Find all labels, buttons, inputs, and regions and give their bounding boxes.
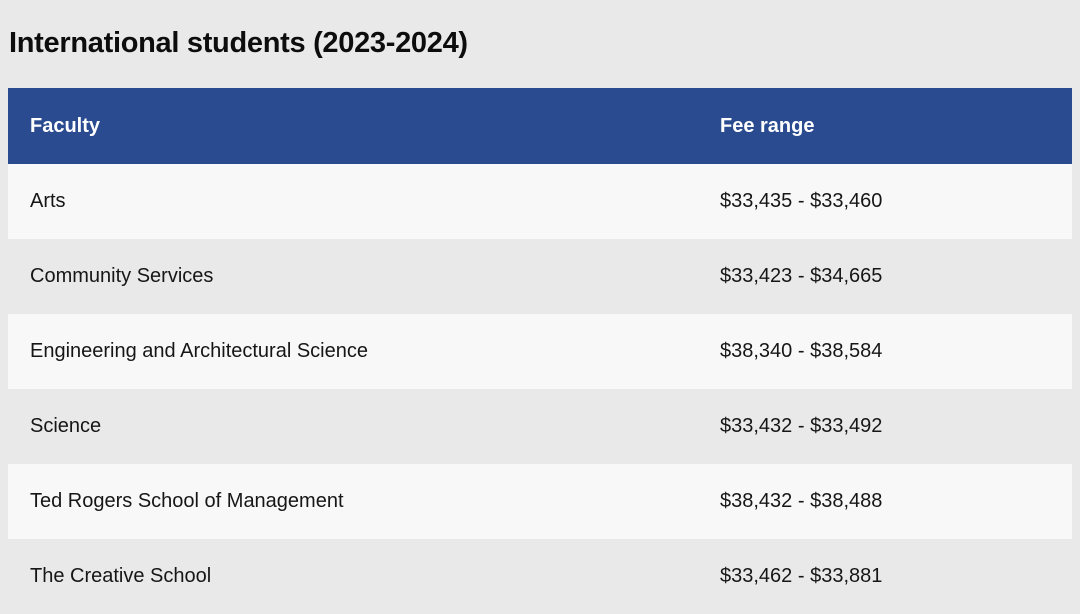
- fee-range-cell: $38,340 - $38,584: [720, 340, 883, 362]
- faculty-cell: Engineering and Architectural Science: [30, 340, 368, 362]
- faculty-cell: Science: [30, 415, 102, 437]
- faculty-cell: Community Services: [30, 265, 214, 287]
- fee-range-cell: $33,432 - $33,492: [720, 415, 883, 437]
- table-row: Science $33,432 - $33,492: [8, 389, 1072, 464]
- faculty-cell: Ted Rogers School of Management: [30, 490, 344, 512]
- table-row: Ted Rogers School of Management $38,432 …: [8, 464, 1072, 539]
- fee-range-cell: $38,432 - $38,488: [720, 490, 883, 512]
- fee-table: Faculty Fee range Arts $33,435 - $33,460…: [8, 88, 1072, 614]
- table-header-row: Faculty Fee range: [8, 88, 1072, 164]
- table-row: Arts $33,435 - $33,460: [8, 164, 1072, 239]
- column-header-faculty: Faculty: [30, 114, 101, 137]
- faculty-cell: The Creative School: [30, 565, 212, 587]
- column-header-fee-range: Fee range: [720, 114, 815, 137]
- fee-range-cell: $33,423 - $34,665: [720, 265, 883, 287]
- table-row: Engineering and Architectural Science $3…: [8, 314, 1072, 389]
- faculty-cell: Arts: [30, 190, 66, 212]
- page-title: International students (2023-2024): [9, 27, 468, 60]
- fee-range-cell: $33,435 - $33,460: [720, 190, 883, 212]
- table-row: Community Services $33,423 - $34,665: [8, 239, 1072, 314]
- table-row: The Creative School $33,462 - $33,881: [8, 539, 1072, 614]
- fee-range-cell: $33,462 - $33,881: [720, 565, 883, 587]
